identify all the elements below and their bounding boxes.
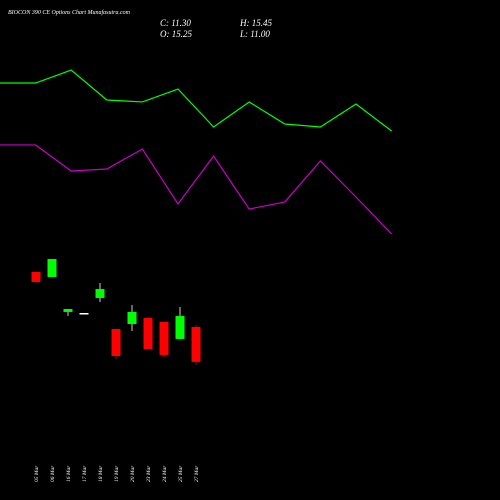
- stat-close: C: 11.30: [160, 18, 191, 28]
- x-tick-label: 25 Mar: [178, 465, 184, 482]
- candle-body: [95, 289, 105, 298]
- candle-body: [79, 313, 89, 315]
- x-tick-label: 19 Mar: [114, 465, 120, 482]
- candle-body: [63, 309, 73, 312]
- candle-body: [31, 271, 41, 282]
- chart-title: BIOCON 390 CE Options Chart Munafasutra.…: [8, 9, 131, 16]
- x-tick-label: 05 Mar: [34, 465, 40, 482]
- x-tick-label: 24 Mar: [161, 465, 168, 482]
- x-tick-label: 17 Mar: [82, 465, 88, 482]
- stat-open: O: 15.25: [160, 29, 192, 39]
- x-tick-label: 23 Mar: [146, 465, 152, 482]
- x-tick-label: 20 Mar: [130, 465, 136, 482]
- stat-high: H: 15.45: [239, 18, 272, 28]
- candle-body: [47, 259, 57, 277]
- x-tick-label: 16 Mar: [66, 465, 72, 482]
- indicator-line: [0, 144, 393, 235]
- candle-body: [159, 321, 169, 355]
- stat-low: L: 11.00: [239, 29, 270, 39]
- candle-body: [143, 317, 153, 350]
- x-tick-label: 27 Mar: [194, 465, 200, 482]
- candle-body: [191, 326, 201, 362]
- candle-body: [175, 316, 185, 339]
- candle-body: [111, 329, 121, 357]
- indicator-line: [0, 69, 392, 132]
- x-tick-label: 06 Mar: [50, 465, 56, 482]
- x-tick-label: 18 Mar: [98, 465, 104, 482]
- candle-body: [127, 311, 137, 324]
